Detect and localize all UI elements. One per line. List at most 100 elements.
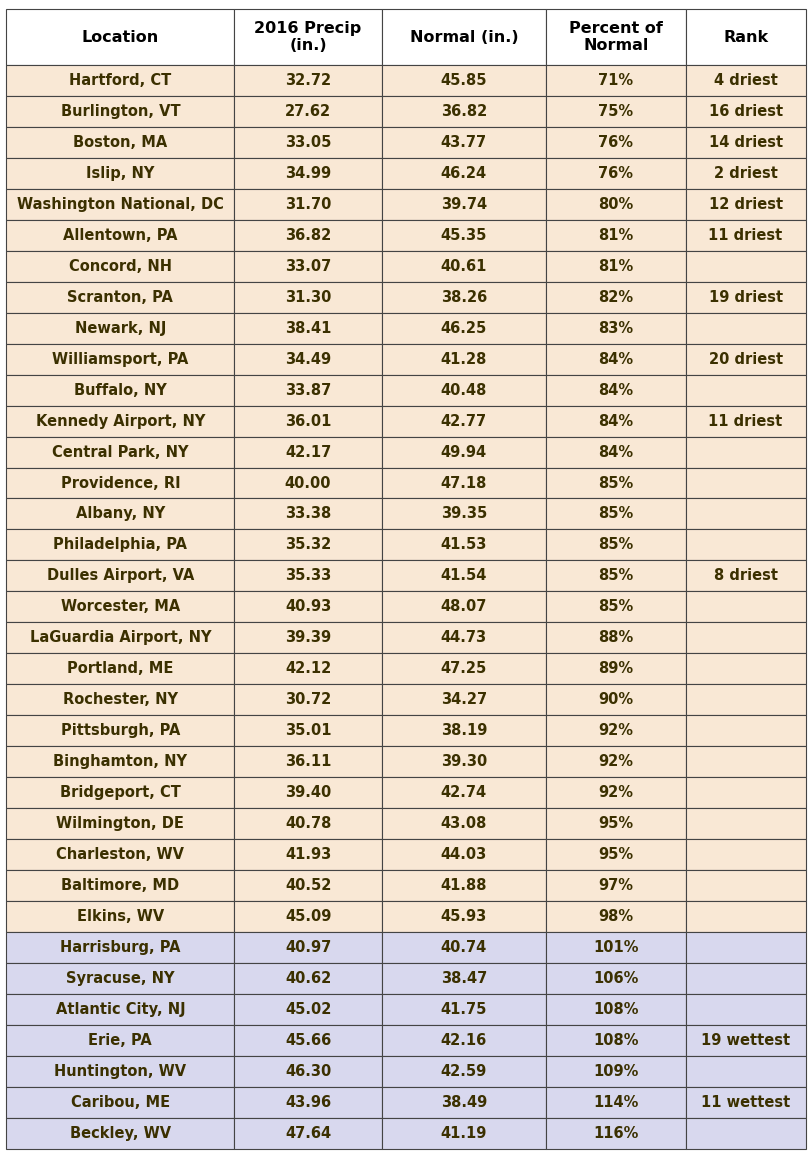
Text: 39.30: 39.30 [440,754,487,769]
Text: 92%: 92% [598,785,633,800]
Bar [684,653,805,684]
Text: Philadelphia, PA: Philadelphia, PA [54,537,187,552]
Bar [381,1025,545,1056]
Bar [6,1025,234,1056]
Text: 36.82: 36.82 [440,104,487,119]
Text: 101%: 101% [592,940,637,955]
Bar [545,529,684,560]
Bar [684,468,805,498]
Bar [234,901,381,932]
Text: 114%: 114% [592,1094,637,1109]
Text: Harrisburg, PA: Harrisburg, PA [60,940,180,955]
Text: Location: Location [82,30,159,45]
Bar [381,405,545,437]
Bar [234,1025,381,1056]
Text: 40.62: 40.62 [285,970,331,985]
Bar [234,9,381,65]
Bar [381,808,545,840]
Bar [381,1087,545,1117]
Text: 106%: 106% [592,970,637,985]
Bar [545,622,684,653]
Text: 40.61: 40.61 [440,258,487,273]
Bar [234,653,381,684]
Text: Providence, RI: Providence, RI [61,476,180,491]
Bar [684,1117,805,1149]
Text: 31.30: 31.30 [285,290,331,305]
Bar [6,622,234,653]
Bar [6,592,234,622]
Text: Syracuse, NY: Syracuse, NY [66,970,174,985]
Text: Worcester, MA: Worcester, MA [61,600,180,615]
Bar [684,529,805,560]
Bar [684,375,805,405]
Bar [234,840,381,870]
Text: 38.26: 38.26 [440,290,487,305]
Bar [545,777,684,808]
Text: Huntington, WV: Huntington, WV [54,1064,187,1079]
Bar [381,127,545,157]
Text: 85%: 85% [598,569,633,584]
Text: 97%: 97% [598,878,633,893]
Text: 84%: 84% [598,382,633,397]
Bar [684,344,805,375]
Bar [381,498,545,529]
Bar [381,189,545,220]
Bar [381,932,545,963]
Bar [234,189,381,220]
Text: 40.00: 40.00 [285,476,331,491]
Bar [6,746,234,777]
Text: 35.01: 35.01 [285,724,331,738]
Text: 42.17: 42.17 [285,445,331,460]
Bar [6,96,234,127]
Text: Binghamton, NY: Binghamton, NY [54,754,187,769]
Text: 33.38: 33.38 [285,506,331,521]
Text: Wilmington, DE: Wilmington, DE [56,816,184,831]
Text: 8 driest: 8 driest [713,569,777,584]
Bar [381,1117,545,1149]
Text: Newark, NJ: Newark, NJ [75,321,165,336]
Text: 92%: 92% [598,724,633,738]
Bar [6,1087,234,1117]
Text: 20 driest: 20 driest [708,352,782,367]
Bar [6,653,234,684]
Bar [381,344,545,375]
Text: Boston, MA: Boston, MA [73,135,167,149]
Text: 47.25: 47.25 [440,661,487,676]
Text: 41.19: 41.19 [440,1126,487,1141]
Text: 44.03: 44.03 [440,848,487,862]
Bar [381,1056,545,1087]
Text: Charleston, WV: Charleston, WV [56,848,184,862]
Bar [6,189,234,220]
Text: 36.11: 36.11 [285,754,331,769]
Bar [381,622,545,653]
Text: 34.99: 34.99 [285,166,331,181]
Bar [684,251,805,281]
Text: 81%: 81% [598,228,633,243]
Bar [234,437,381,468]
Bar [545,220,684,251]
Text: Elkins, WV: Elkins, WV [76,909,164,924]
Bar [234,622,381,653]
Bar [545,313,684,344]
Text: 42.16: 42.16 [440,1033,487,1048]
Bar [234,1117,381,1149]
Bar [684,281,805,313]
Text: 19 driest: 19 driest [708,290,782,305]
Bar [381,220,545,251]
Bar [545,746,684,777]
Bar [6,498,234,529]
Bar [381,716,545,746]
Text: 14 driest: 14 driest [708,135,782,149]
Bar [545,468,684,498]
Bar [381,963,545,994]
Text: 40.93: 40.93 [285,600,331,615]
Text: 41.75: 41.75 [440,1002,487,1017]
Bar [545,281,684,313]
Text: 39.74: 39.74 [440,197,487,212]
Text: 85%: 85% [598,537,633,552]
Bar [545,994,684,1025]
Bar [381,437,545,468]
Bar [545,808,684,840]
Text: 38.47: 38.47 [440,970,487,985]
Text: 84%: 84% [598,445,633,460]
